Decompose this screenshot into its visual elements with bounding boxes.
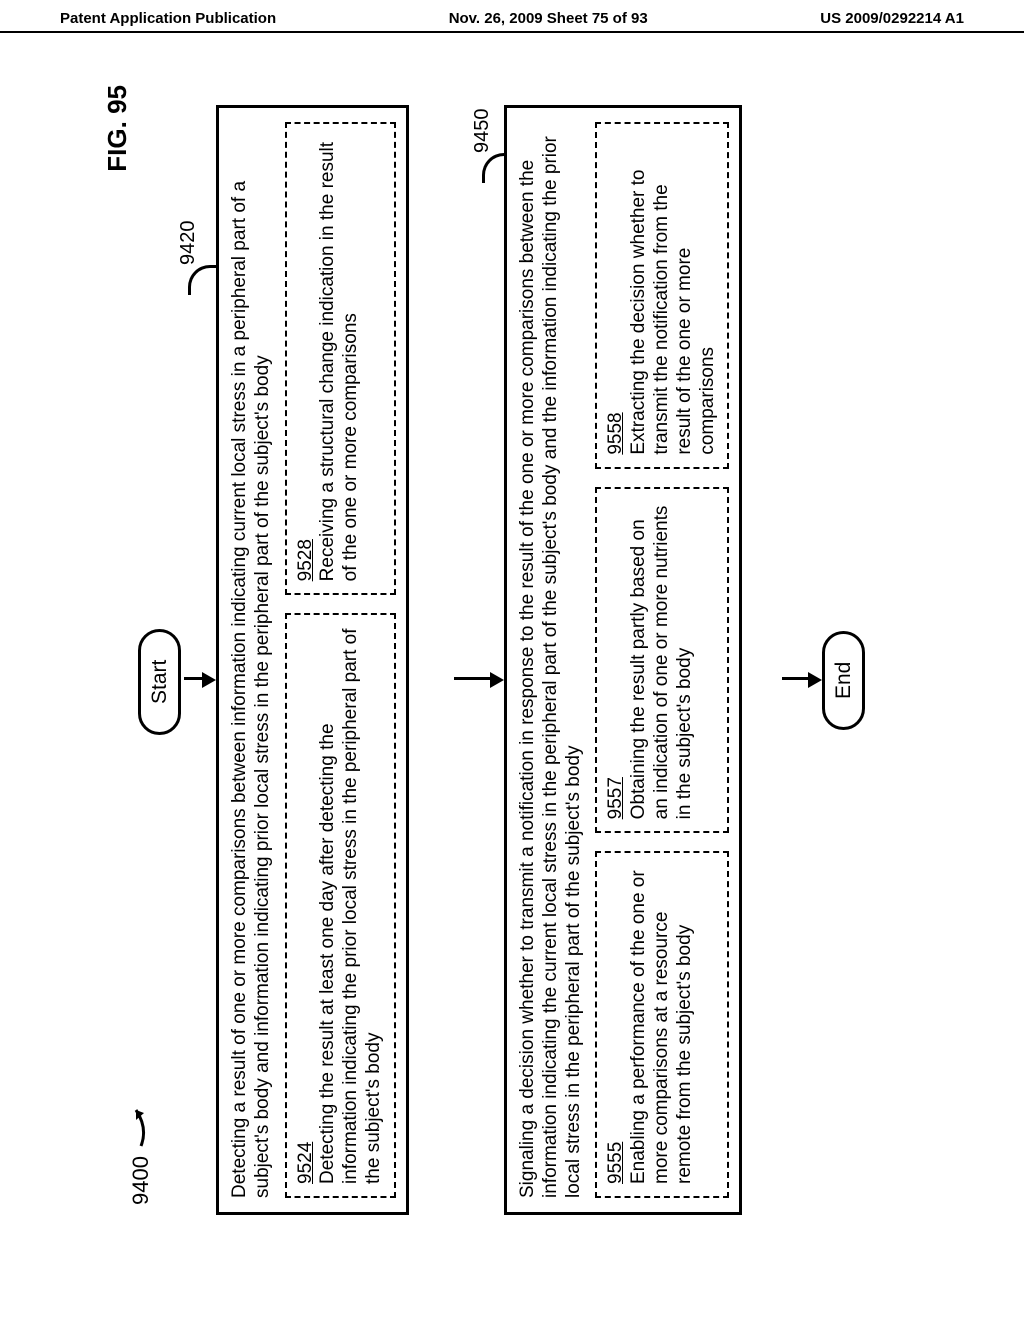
sub-9558: 9558 Extracting the decision whether to …	[595, 122, 729, 469]
sub-9558-ref: 9558	[605, 412, 626, 454]
sub-9555-ref: 9555	[605, 1142, 626, 1184]
sub-9524-ref: 9524	[295, 1142, 316, 1184]
arrowhead-icon	[490, 672, 504, 688]
ref-9420-bracket	[188, 265, 218, 295]
step-signal-box: Signaling a decision whether to transmit…	[504, 105, 742, 1215]
flowchart: FIG. 95 9400 Start 9420 Detecting a resu…	[102, 85, 922, 1235]
arrowhead-icon	[202, 672, 216, 688]
sub-9557: 9557 Obtaining the result partly based o…	[595, 487, 729, 834]
sub-9524: 9524 Detecting the result at least one d…	[285, 613, 396, 1198]
sub-9528-text: Receiving a structural change indication…	[317, 142, 361, 581]
page-header: Patent Application Publication Nov. 26, …	[0, 0, 1024, 33]
sub-9557-text: Obtaining the result partly based on an …	[628, 506, 695, 820]
end-terminal: End	[822, 631, 865, 730]
ref-9450-label: 9450	[470, 109, 494, 154]
figure-title: FIG. 95	[102, 85, 133, 172]
sub-9557-ref: 9557	[605, 777, 626, 819]
header-left: Patent Application Publication	[60, 10, 276, 27]
step-signal-text: Signaling a decision whether to transmit…	[517, 122, 585, 1198]
sub-9528-ref: 9528	[295, 539, 316, 581]
arrow-box1-to-box2	[454, 677, 494, 680]
step-detect-text: Detecting a result of one or more compar…	[229, 122, 275, 1198]
sub-9528: 9528 Receiving a structural change indic…	[285, 122, 396, 595]
ref-9420-label: 9420	[176, 221, 200, 266]
header-center: Nov. 26, 2009 Sheet 75 of 93	[449, 10, 648, 27]
start-terminal: Start	[138, 629, 181, 735]
header-right: US 2009/0292214 A1	[820, 10, 964, 27]
sub-9524-text: Detecting the result at least one day af…	[317, 628, 384, 1184]
arrowhead-icon	[808, 672, 822, 688]
step-detect-box: Detecting a result of one or more compar…	[216, 105, 409, 1215]
sub-9555-text: Enabling a performance of the one or mor…	[628, 870, 695, 1184]
number-arrow-icon	[130, 1102, 152, 1150]
sub-9558-text: Extracting the decision whether to trans…	[628, 169, 717, 454]
figure-number: 9400	[128, 1102, 154, 1205]
sub-9555: 9555 Enabling a performance of the one o…	[595, 851, 729, 1198]
